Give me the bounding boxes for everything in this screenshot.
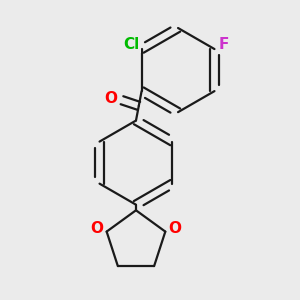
Text: O: O (104, 91, 117, 106)
Text: F: F (219, 37, 230, 52)
Text: O: O (90, 221, 103, 236)
Text: Cl: Cl (124, 37, 140, 52)
Text: O: O (169, 221, 182, 236)
